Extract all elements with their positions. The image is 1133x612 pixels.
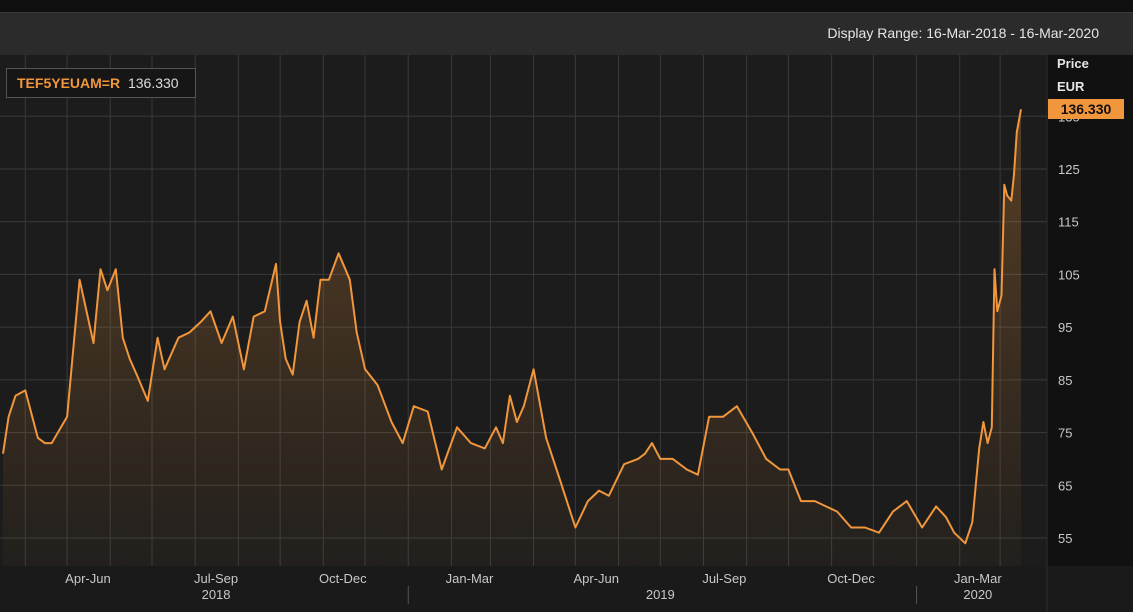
price-area-fill (3, 109, 1021, 567)
last-value-badge: 136.330 (1048, 99, 1124, 119)
x-quarter-label: Jul-Sep (702, 571, 746, 586)
display-range-label: Display Range: 16-Mar-2018 - 16-Mar-2020 (827, 25, 1099, 41)
ticker-value: 136.330 (127, 75, 179, 91)
top-toolbar: Display Range: 16-Mar-2018 - 16-Mar-2020 (0, 12, 1133, 57)
ticker-legend-box[interactable]: TEF5YEUAM=R 136.330 (6, 68, 196, 98)
y-tick-label: 75 (1058, 426, 1072, 441)
y-tick-label: 125 (1058, 162, 1080, 177)
x-quarter-label: Apr-Jun (573, 571, 619, 586)
x-quarter-label: Jul-Sep (194, 571, 238, 586)
x-quarter-label: Oct-Dec (827, 571, 875, 586)
y-tick-label: 65 (1058, 478, 1072, 493)
y-tick-label: 105 (1058, 267, 1080, 282)
y-tick-label: 85 (1058, 373, 1072, 388)
y-axis-panel (1047, 55, 1133, 566)
price-series-line (2, 109, 1022, 545)
ticker-name: TEF5YEUAM=R (17, 75, 121, 91)
x-quarter-label: Oct-Dec (319, 571, 367, 586)
x-quarter-label: Jan-Mar (446, 571, 494, 586)
y-axis-currency: EUR (1057, 79, 1085, 94)
y-tick-label: 115 (1058, 215, 1079, 230)
price-chart: 5565758595105115125135Apr-JunJul-SepOct-… (0, 55, 1133, 612)
x-quarter-label: Jan-Mar (954, 571, 1002, 586)
y-tick-label: 55 (1058, 531, 1072, 546)
y-tick-label: 95 (1058, 320, 1072, 335)
x-year-label: 2020 (963, 587, 992, 602)
y-axis-title: Price (1057, 56, 1089, 71)
x-year-label: 2018 (202, 587, 231, 602)
x-year-label: 2019 (646, 587, 675, 602)
x-quarter-label: Apr-Jun (65, 571, 111, 586)
x-axis-panel (0, 566, 1133, 612)
